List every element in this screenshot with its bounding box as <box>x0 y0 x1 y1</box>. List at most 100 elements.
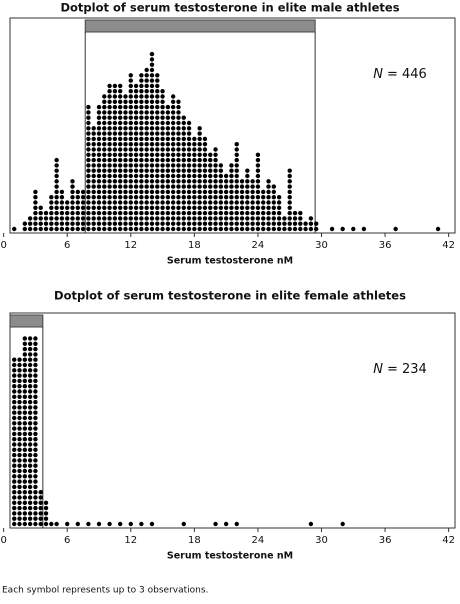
dot <box>75 200 81 205</box>
dot <box>340 226 345 232</box>
dot <box>43 521 49 527</box>
dot <box>33 405 38 410</box>
dot <box>170 221 176 226</box>
dot <box>123 226 128 232</box>
dot <box>170 136 176 142</box>
dot <box>107 195 112 200</box>
dot <box>181 131 186 136</box>
dot <box>181 184 186 189</box>
dot <box>38 216 43 221</box>
dot <box>144 89 149 94</box>
dot <box>298 210 303 216</box>
dot <box>149 67 155 73</box>
dot <box>255 189 261 195</box>
dot <box>229 200 234 205</box>
dot <box>128 205 133 210</box>
dot <box>255 173 261 179</box>
dot <box>266 205 271 210</box>
dot <box>128 110 133 115</box>
dot <box>12 500 17 505</box>
dot <box>33 352 38 357</box>
dot <box>234 210 239 216</box>
dot <box>186 179 192 184</box>
dot <box>218 179 224 184</box>
dot <box>96 142 102 147</box>
dot <box>86 521 91 527</box>
dot <box>102 184 107 189</box>
dot <box>65 221 70 226</box>
dot <box>107 126 112 131</box>
dot <box>117 89 123 94</box>
dot <box>239 226 245 232</box>
dot <box>33 484 38 490</box>
dot <box>165 163 171 168</box>
dot <box>229 205 234 210</box>
dot <box>351 226 356 232</box>
dot <box>38 490 43 495</box>
dot <box>86 210 91 216</box>
dot <box>144 99 149 105</box>
dot <box>144 179 149 184</box>
dot <box>43 221 49 226</box>
dot <box>59 216 65 221</box>
dot <box>17 484 22 490</box>
dot <box>292 221 298 226</box>
dot <box>22 511 28 516</box>
dot <box>17 490 22 495</box>
dot <box>22 341 28 346</box>
dot <box>181 120 186 126</box>
dot <box>181 147 186 152</box>
dot <box>229 210 234 216</box>
dot <box>12 373 17 378</box>
dot-column <box>128 521 133 527</box>
dot <box>12 421 17 426</box>
dot <box>117 168 123 173</box>
dot <box>22 368 28 373</box>
x-tick-label: 12 <box>124 535 137 546</box>
dot <box>160 142 165 147</box>
dot <box>155 73 160 78</box>
dot <box>223 200 229 205</box>
dot <box>186 168 192 173</box>
dot <box>181 200 186 205</box>
dot <box>128 221 133 226</box>
dot <box>234 200 239 205</box>
dot <box>117 163 123 168</box>
dot <box>12 405 17 410</box>
dot <box>123 179 128 184</box>
dot <box>22 463 28 468</box>
dot <box>170 205 176 210</box>
dot <box>155 126 160 131</box>
dot <box>314 226 319 232</box>
dot <box>128 126 133 131</box>
dot <box>75 189 81 195</box>
dot <box>123 126 128 131</box>
dot <box>192 205 197 210</box>
dot <box>107 200 112 205</box>
dot <box>218 226 224 232</box>
dot <box>123 104 128 110</box>
dot <box>165 142 171 147</box>
dot <box>86 163 91 168</box>
dot <box>86 147 91 152</box>
dot <box>102 200 107 205</box>
dot <box>17 511 22 516</box>
dot <box>12 426 17 431</box>
dot <box>165 104 171 110</box>
dot <box>181 205 186 210</box>
dot <box>128 142 133 147</box>
dot <box>176 216 181 221</box>
dot <box>33 431 38 437</box>
dot-column <box>271 184 277 232</box>
dot <box>33 373 38 378</box>
dot <box>123 120 128 126</box>
dot <box>149 163 155 168</box>
dot <box>12 389 17 394</box>
dot <box>96 157 102 163</box>
dot <box>144 189 149 195</box>
dot <box>176 126 181 131</box>
dot <box>33 468 38 474</box>
dot <box>17 437 22 442</box>
x-tick-label: 36 <box>379 240 392 251</box>
dot <box>33 511 38 516</box>
